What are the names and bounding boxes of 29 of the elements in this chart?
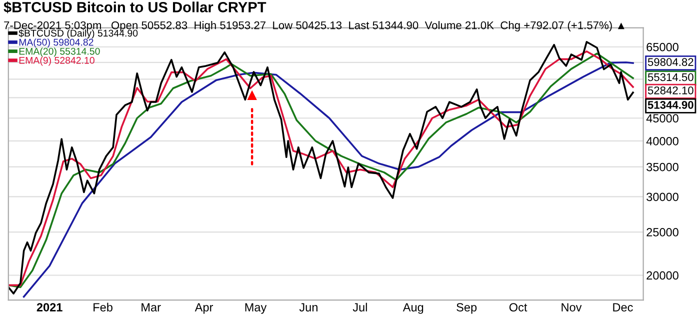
legend-label: EMA(20) 55314.50 [19,48,100,57]
y-tick-label: 65000 [646,42,678,52]
y-tick-label: 30000 [646,192,678,202]
x-tick-label: Aug [402,303,424,314]
x-tick-label: Apr [194,303,214,314]
x-tick-label: Jul [352,302,367,312]
annotation: 55314.50 [648,73,694,82]
x-tick-label: Jun [299,303,318,312]
x-tick-label: Mar [142,303,161,312]
annotation: 59804.82 [648,58,694,66]
annotation: 51344.90 [648,100,694,109]
legend-label: $BTCUSD (Daily) 51344.90 [18,29,138,39]
annotation: ▲ [247,90,257,100]
legend-label: MA(50) 59804.82 [19,38,94,48]
x-tick-label: Nov [562,303,582,312]
x-tick-label: Feb [94,302,112,312]
y-tick-label: 40000 [646,136,678,146]
legend-label: EMA(9) 52842.10 [19,56,94,66]
x-tick-label: Oct [509,303,528,312]
y-tick-label: 35000 [646,162,678,172]
y-tick-label: 20000 [646,271,678,280]
annotation: 52842.10 [648,86,694,94]
chart-title: $BTCUSD Bitcoin to US Dollar CRYPT [4,1,266,14]
x-tick-label: 2021 [36,303,62,312]
x-tick-label: Sep [456,303,477,314]
x-tick-label: Dec [613,303,633,312]
y-tick-label: 25000 [646,228,678,236]
y-tick-label: 45000 [646,114,678,123]
x-tick-label: May [245,303,267,314]
